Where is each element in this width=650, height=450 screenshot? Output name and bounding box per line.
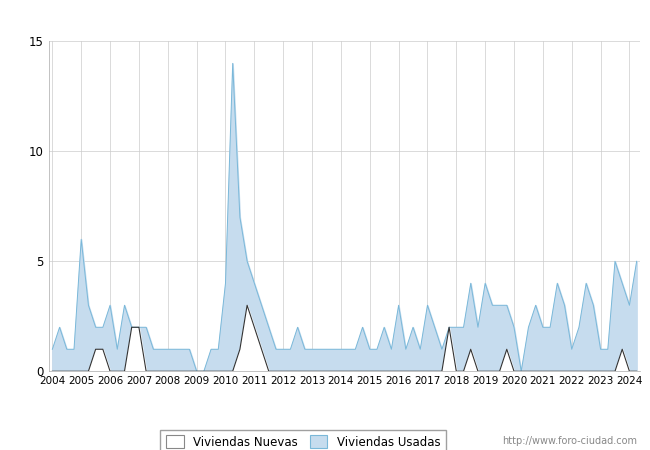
Text: http://www.foro-ciudad.com: http://www.foro-ciudad.com bbox=[502, 436, 637, 446]
Legend: Viviendas Nuevas, Viviendas Usadas: Viviendas Nuevas, Viviendas Usadas bbox=[160, 430, 447, 450]
Text: Frómista - Evolucion del Nº de Transacciones Inmobiliarias: Frómista - Evolucion del Nº de Transacci… bbox=[112, 11, 538, 26]
